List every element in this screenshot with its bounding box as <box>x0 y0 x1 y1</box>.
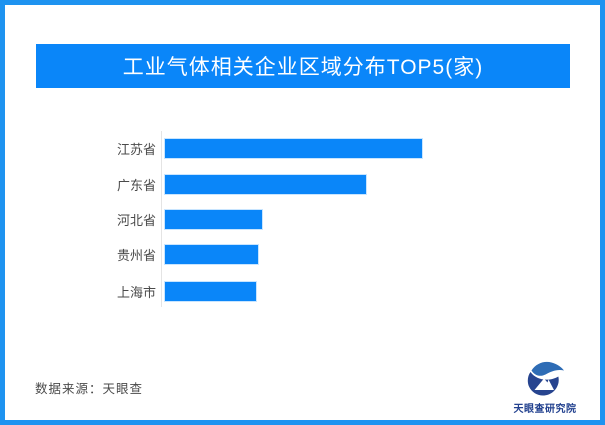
category-label: 贵州省 <box>116 248 156 263</box>
category-label: 上海市 <box>116 285 156 300</box>
chart-title: 工业气体相关企业区域分布TOP5(家) <box>122 56 484 79</box>
bar <box>165 139 422 158</box>
category-label: 广东省 <box>116 178 156 193</box>
category-label: 江苏省 <box>116 142 156 157</box>
title-banner: 工业气体相关企业区域分布TOP5(家) <box>36 44 570 88</box>
tianyancha-logo-icon <box>527 361 564 396</box>
brand-name-label: 天眼查研究院 <box>513 404 577 415</box>
category-axis-line <box>161 131 162 307</box>
bar <box>165 282 256 301</box>
data-source-label: 数据来源：天眼查 <box>35 382 144 396</box>
bar <box>165 175 366 194</box>
brand-block: 天眼查研究院 <box>509 360 581 415</box>
bar <box>165 210 262 229</box>
category-label: 河北省 <box>116 213 156 228</box>
bar-chart: 江苏省广东省河北省贵州省上海市 <box>116 131 422 307</box>
bar <box>165 245 258 264</box>
